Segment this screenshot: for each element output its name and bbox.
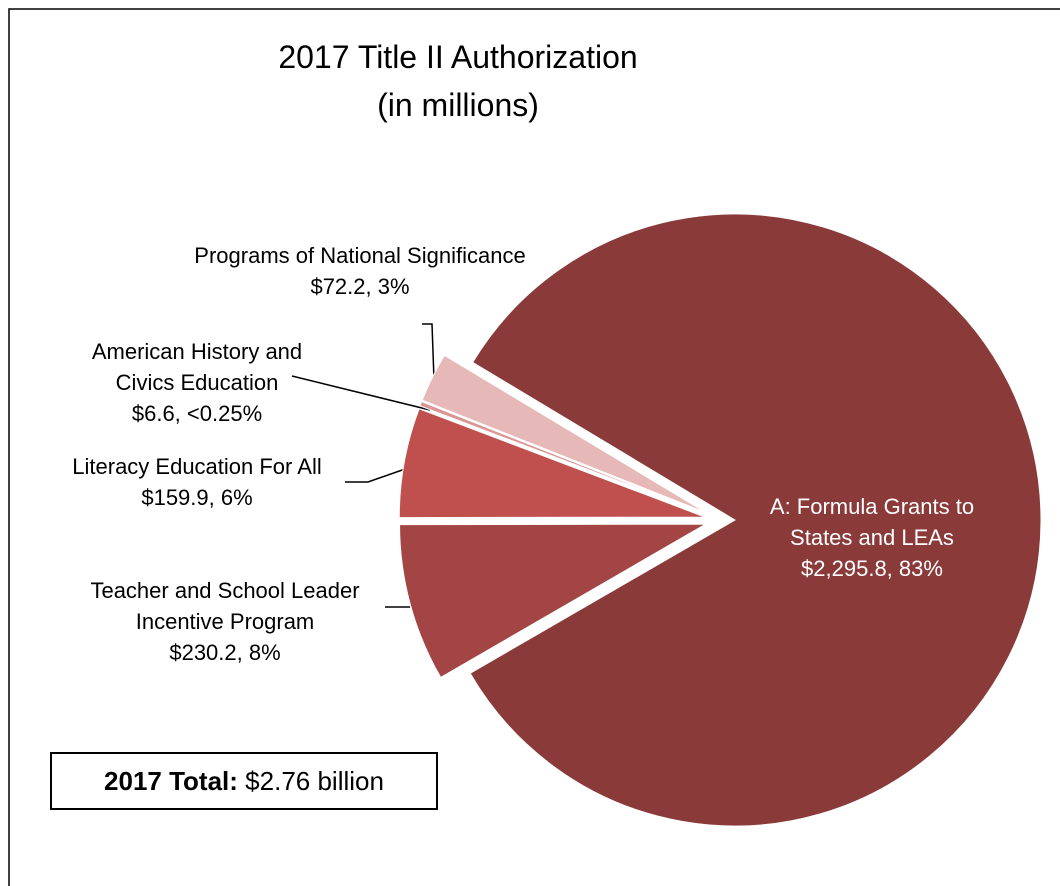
slice-label: Literacy Education For All $159.9, 6% (27, 451, 367, 513)
total-label: 2017 Total: (104, 766, 238, 796)
category-label: American History and Civics Education (91, 339, 303, 395)
pie-slice (399, 523, 708, 679)
total-text: $2.76 billion (245, 766, 384, 796)
leader-line (422, 323, 435, 381)
leader-line (291, 375, 431, 411)
slice-label: A: Formula Grants to States and LEAs $2,2… (737, 491, 1007, 584)
value-label: $159.9, 6% (141, 485, 253, 510)
pie-slice (419, 400, 707, 515)
chart-subtitle: (in millions) (377, 87, 539, 123)
value-label: $72.2, 3% (310, 274, 410, 299)
slice-label: Programs of National Significance $72.2, … (150, 240, 570, 302)
slice-label: Teacher and School Leader Incentive Prog… (55, 575, 395, 668)
pie-slice (469, 213, 1042, 827)
slice-label: American History and Civics Education $6.… (67, 336, 327, 429)
pie-slice (398, 408, 706, 519)
leader-line (345, 467, 409, 483)
category-label: Programs of National Significance (194, 243, 526, 268)
value-label: $6.6, <0.25% (131, 401, 263, 426)
chart-title: 2017 Title II Authorization (278, 39, 638, 75)
category-label: Literacy Education For All (72, 454, 322, 479)
value-label: $230.2, 8% (169, 640, 281, 665)
frame (8, 8, 1060, 886)
pie-slice (421, 354, 707, 514)
total-box: 2017 Total: $2.76 billion (50, 752, 438, 810)
value-label: $2,295.8, 83% (801, 556, 943, 581)
category-label: A: Formula Grants to States and LEAs (769, 494, 975, 550)
slices (398, 213, 1042, 827)
category-label: Teacher and School Leader Incentive Prog… (90, 578, 360, 634)
